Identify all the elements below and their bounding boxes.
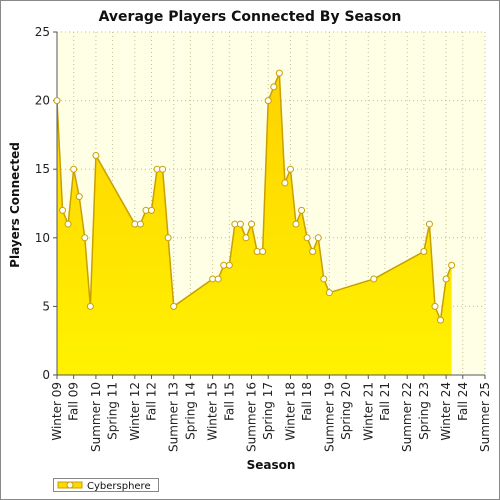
data-point	[425, 220, 433, 228]
x-tick-label: Summer 25	[478, 382, 492, 452]
data-point	[92, 151, 100, 159]
data-point	[164, 234, 172, 242]
data-point	[448, 261, 456, 269]
data-point	[314, 234, 322, 242]
data-point	[370, 275, 378, 283]
y-ticks: 0 5 10 15 20 25	[35, 25, 57, 382]
data-point	[309, 248, 317, 256]
x-tick-label: Fall 12	[144, 382, 158, 421]
data-point	[437, 316, 445, 324]
axes	[56, 32, 485, 376]
data-point	[264, 97, 272, 105]
x-tick-label: Winter 15	[206, 382, 220, 441]
x-tick-label: Summer 13	[167, 382, 181, 452]
data-point	[292, 220, 300, 228]
x-tick-label: Winter 12	[128, 382, 142, 441]
data-point	[248, 220, 256, 228]
data-point	[286, 165, 294, 173]
x-ticks: Winter 09 Fall 09 Summer 10 Spring 11 Winter…	[50, 375, 492, 452]
data-point	[81, 234, 89, 242]
x-tick-label: Summer 22	[400, 382, 414, 452]
legend-marker	[66, 481, 74, 489]
x-tick-label: Summer 16	[245, 382, 259, 452]
data-point	[170, 302, 178, 310]
data-point	[136, 220, 144, 228]
data-point	[70, 165, 78, 173]
data-point	[214, 275, 222, 283]
y-tick-label: 10	[35, 231, 50, 245]
series-area-fill	[57, 73, 452, 375]
data-point	[320, 275, 328, 283]
data-point	[270, 83, 278, 91]
x-tick-label: Fall 18	[300, 382, 314, 421]
data-point	[59, 206, 67, 214]
y-tick-label: 20	[35, 94, 50, 108]
x-axis-title: Season	[247, 458, 296, 472]
data-point	[64, 220, 72, 228]
x-tick-label: Summer 19	[322, 382, 336, 452]
y-tick-label: 15	[35, 162, 50, 176]
x-tick-label: Winter 24	[439, 382, 453, 441]
chart-title: Average Players Connected By Season	[99, 9, 402, 25]
y-tick-label: 5	[42, 299, 50, 313]
data-point	[303, 234, 311, 242]
data-point	[281, 179, 289, 187]
data-point	[275, 69, 283, 77]
data-point	[431, 302, 439, 310]
y-tick-label: 0	[42, 368, 50, 382]
data-point	[86, 302, 94, 310]
x-tick-label: Spring 14	[183, 382, 197, 440]
y-tick-label: 25	[35, 25, 50, 39]
series-markers	[53, 69, 456, 324]
x-tick-label: Winter 18	[283, 382, 297, 441]
legend-label: Cybersphere	[87, 481, 151, 492]
data-point	[298, 206, 306, 214]
x-tick-label: Fall 15	[222, 382, 236, 421]
data-point	[53, 97, 61, 105]
data-point	[147, 206, 155, 214]
data-point	[442, 275, 450, 283]
x-tick-label: Fall 21	[378, 382, 392, 421]
x-tick-label: Fall 09	[67, 382, 81, 421]
x-tick-label: Spring 23	[417, 382, 431, 440]
data-point	[325, 289, 333, 297]
x-tick-label: Spring 17	[261, 382, 275, 440]
x-tick-label: Summer 10	[89, 382, 103, 452]
x-tick-label: Spring 11	[106, 382, 120, 440]
x-tick-label: Winter 21	[361, 382, 375, 441]
data-point	[420, 248, 428, 256]
y-axis-title: Players Connected	[8, 142, 22, 268]
data-point	[159, 165, 167, 173]
data-point	[225, 261, 233, 269]
data-point	[75, 193, 83, 201]
data-point	[242, 234, 250, 242]
data-point	[236, 220, 244, 228]
x-tick-label: Fall 24	[456, 382, 470, 421]
x-tick-label: Spring 20	[339, 382, 353, 440]
x-tick-label: Winter 09	[50, 382, 64, 441]
legend: Cybersphere	[53, 478, 159, 492]
data-point	[259, 248, 267, 256]
